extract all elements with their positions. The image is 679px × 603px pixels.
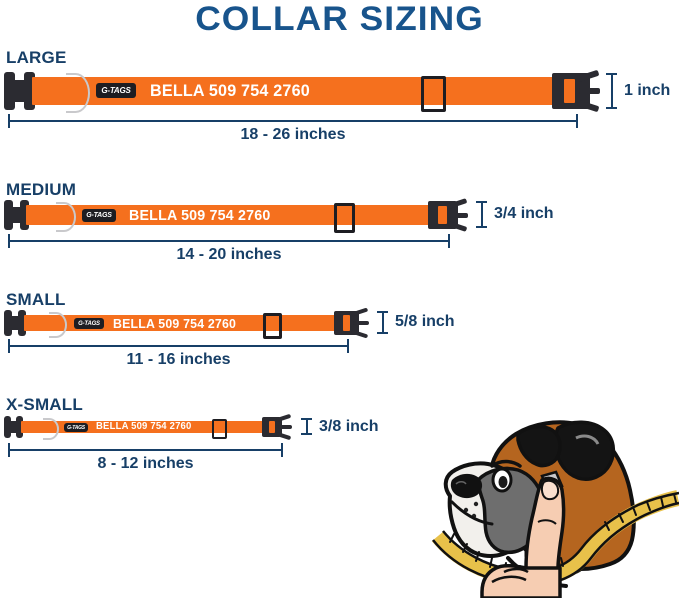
hand-holding-tape-icon	[480, 476, 566, 600]
triglide-buckle-icon	[16, 416, 23, 438]
dimension-line-large	[8, 120, 578, 122]
triglide-buckle-icon	[20, 200, 29, 230]
brand-tag-label: G-TAGS	[78, 320, 100, 327]
triglide-buckle-icon	[4, 416, 11, 438]
side-release-buckle-icon	[262, 413, 295, 441]
width-label-small: 5/8 inch	[395, 313, 455, 330]
collar-webbing	[24, 315, 348, 331]
dimension-tick	[8, 114, 10, 128]
collar-graphic-small: G-TAGS BELLA 509 754 2760	[4, 307, 372, 339]
dimension-tick	[347, 339, 349, 353]
triglide-buckle-icon	[18, 310, 26, 336]
d-ring-icon	[49, 312, 67, 338]
collar-graphic-large: G-TAGS BELLA 509 754 2760	[4, 69, 600, 113]
dimension-tick	[576, 114, 578, 128]
collar-webbing	[26, 205, 444, 225]
d-ring-icon	[43, 418, 59, 440]
strap-slider-icon	[263, 313, 282, 339]
measuring-tape-icon	[431, 470, 679, 587]
width-label-large: 1 inch	[624, 82, 671, 99]
size-label-xsmall: X-SMALL	[6, 395, 83, 414]
length-label-medium: 14 - 20 inches	[176, 246, 282, 263]
width-label-medium: 3/4 inch	[494, 205, 554, 222]
brand-tag-label: G-TAGS	[101, 86, 131, 95]
side-release-buckle-icon	[552, 69, 600, 113]
dimension-line-medium	[8, 240, 450, 242]
collar-graphic-xsmall: G-TAGS BELLA 509 754 2760	[4, 413, 295, 441]
engraved-text: BELLA 509 754 2760	[129, 207, 271, 224]
side-release-buckle-icon	[428, 198, 470, 232]
dimension-tick	[8, 443, 10, 457]
width-label-xsmall: 3/8 inch	[319, 418, 379, 435]
brand-tag-badge: G-TAGS	[64, 423, 88, 432]
dimension-line-xsmall	[8, 449, 283, 451]
brand-tag-label: G-TAGS	[67, 424, 85, 431]
brand-tag-badge: G-TAGS	[74, 318, 104, 329]
triglide-buckle-icon	[4, 72, 15, 110]
d-ring-icon	[66, 73, 90, 113]
triglide-buckle-icon	[4, 310, 12, 336]
dimension-tick	[8, 339, 10, 353]
dimension-tick	[281, 443, 283, 457]
brand-tag-badge: G-TAGS	[96, 83, 136, 98]
brand-tag-badge: G-TAGS	[82, 209, 116, 222]
page-title: COLLAR SIZING	[195, 0, 484, 38]
d-ring-icon	[56, 202, 76, 232]
triglide-buckle-icon	[10, 316, 21, 330]
dimension-tick	[448, 234, 450, 248]
size-label-medium: MEDIUM	[6, 180, 77, 199]
side-release-buckle-icon	[334, 307, 372, 339]
size-label-large: LARGE	[6, 48, 67, 67]
engraved-text: BELLA 509 754 2760	[150, 81, 310, 100]
strap-slider-icon	[421, 76, 446, 112]
dimension-line-small	[8, 345, 349, 347]
strap-slider-icon	[334, 203, 355, 233]
brand-tag-label: G-TAGS	[86, 212, 112, 219]
engraved-text: BELLA 509 754 2760	[96, 421, 192, 432]
triglide-buckle-icon	[13, 80, 27, 102]
collar-graphic-medium: G-TAGS BELLA 509 754 2760	[4, 198, 470, 233]
triglide-buckle-icon	[24, 72, 35, 110]
dog-measuring-illustration	[430, 418, 679, 600]
dimension-tick	[8, 234, 10, 248]
strap-slider-icon	[212, 419, 227, 439]
engraved-text: BELLA 509 754 2760	[113, 316, 237, 331]
length-label-large: 18 - 26 inches	[240, 126, 346, 143]
length-label-xsmall: 8 - 12 inches	[97, 455, 194, 472]
size-label-small: SMALL	[6, 290, 66, 309]
triglide-buckle-icon	[4, 200, 13, 230]
length-label-small: 11 - 16 inches	[126, 351, 231, 368]
triglide-buckle-icon	[9, 421, 19, 433]
